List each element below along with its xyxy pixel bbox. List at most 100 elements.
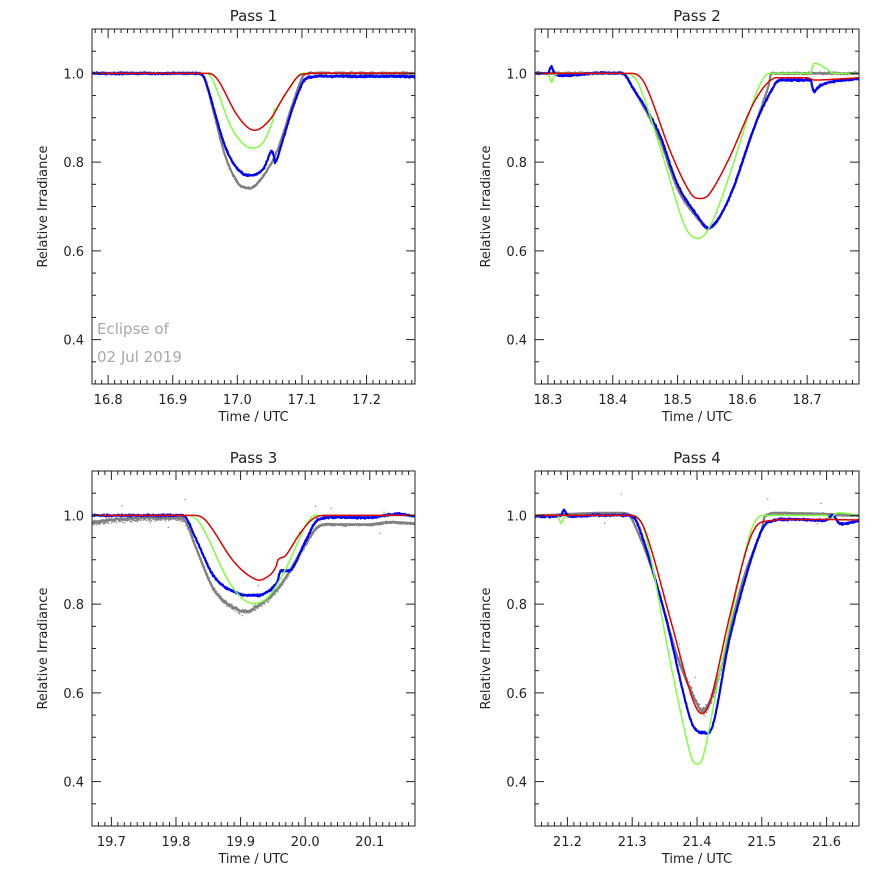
series-line	[92, 516, 415, 613]
data-point	[678, 643, 681, 645]
data-point	[239, 613, 241, 615]
data-point	[158, 518, 160, 520]
data-point	[131, 521, 133, 523]
y-tick-label: 0.4	[63, 776, 84, 791]
series-red	[535, 514, 859, 715]
data-point	[182, 520, 184, 522]
data-point	[323, 524, 325, 527]
data-point	[822, 512, 824, 514]
data-point	[187, 522, 189, 524]
data-point	[229, 603, 231, 605]
data-point	[710, 701, 712, 703]
data-point	[148, 518, 150, 520]
data-point	[121, 516, 123, 518]
series-green	[535, 62, 859, 240]
data-point	[711, 700, 713, 703]
data-point	[702, 714, 704, 716]
x-tick-label: 19.8	[162, 835, 191, 850]
data-point	[136, 520, 138, 522]
panel-1: 16.8 16.9 17.0 17.1 17.2 0.4 0.6 0.8 1.0 Pass 1 Ti…	[36, 7, 416, 425]
data-point	[691, 687, 693, 689]
data-point	[115, 520, 117, 522]
data-point	[667, 622, 669, 624]
data-point	[678, 664, 680, 666]
data-point	[148, 520, 150, 522]
x-tick-label: 16.9	[158, 393, 187, 408]
data-point	[118, 520, 120, 522]
data-point	[703, 706, 705, 708]
data-point	[160, 519, 162, 521]
data-point	[243, 612, 245, 614]
data-point	[303, 548, 305, 550]
data-point	[330, 524, 332, 526]
data-point	[111, 520, 113, 522]
series-green	[535, 512, 859, 765]
data-point	[257, 585, 260, 587]
data-point	[107, 521, 109, 523]
data-point	[700, 713, 702, 715]
y-tick-label: 0.4	[506, 776, 527, 791]
data-point	[128, 519, 130, 521]
data-point	[345, 525, 347, 527]
data-point	[820, 502, 822, 504]
series-line	[535, 514, 859, 715]
y-tick-label: 0.8	[506, 156, 527, 171]
data-point	[215, 590, 218, 592]
data-point	[285, 577, 287, 579]
data-point	[386, 522, 389, 525]
data-point	[382, 523, 384, 525]
data-point	[560, 511, 563, 513]
data-point	[156, 519, 158, 521]
series-line	[535, 62, 859, 240]
data-point	[262, 603, 264, 605]
data-point	[101, 521, 103, 523]
data-point	[306, 543, 308, 546]
data-point	[136, 520, 138, 523]
data-point	[379, 524, 382, 526]
data-point	[225, 600, 227, 603]
data-point	[258, 606, 260, 608]
series-line	[535, 72, 859, 200]
x-tick-label: 16.8	[94, 393, 123, 408]
data-point	[272, 595, 274, 597]
data-point	[113, 522, 115, 524]
data-point	[806, 514, 808, 516]
y-tick-label: 0.8	[63, 156, 84, 171]
data-point	[689, 681, 691, 683]
data-point	[692, 692, 694, 694]
data-point	[124, 522, 126, 524]
data-point	[170, 519, 172, 521]
data-point	[700, 707, 702, 710]
data-point	[99, 522, 101, 524]
data-point	[105, 517, 107, 519]
data-point	[228, 606, 230, 608]
data-point	[119, 520, 121, 522]
data-point	[800, 513, 802, 515]
data-point	[306, 543, 308, 545]
plot-area	[535, 493, 859, 765]
y-tick-label: 0.6	[63, 687, 84, 702]
data-point	[694, 676, 696, 678]
data-point	[93, 524, 95, 526]
data-point	[220, 599, 222, 601]
data-point	[260, 605, 262, 607]
data-point	[154, 520, 156, 522]
x-axis-label: Time / UTC	[661, 852, 732, 867]
data-point	[236, 606, 238, 608]
data-point	[115, 522, 117, 524]
x-tick-label: 18.3	[533, 393, 562, 408]
data-point	[301, 550, 304, 552]
data-point	[399, 523, 401, 525]
data-point	[690, 686, 692, 688]
data-point	[176, 519, 179, 521]
data-point	[140, 519, 142, 521]
data-point	[707, 707, 710, 709]
data-point	[242, 592, 244, 594]
data-point	[333, 525, 335, 527]
series-line	[535, 511, 859, 713]
data-point	[282, 584, 284, 586]
data-point	[355, 525, 357, 527]
data-point	[166, 518, 168, 520]
data-point	[400, 523, 402, 525]
data-point	[261, 605, 263, 607]
